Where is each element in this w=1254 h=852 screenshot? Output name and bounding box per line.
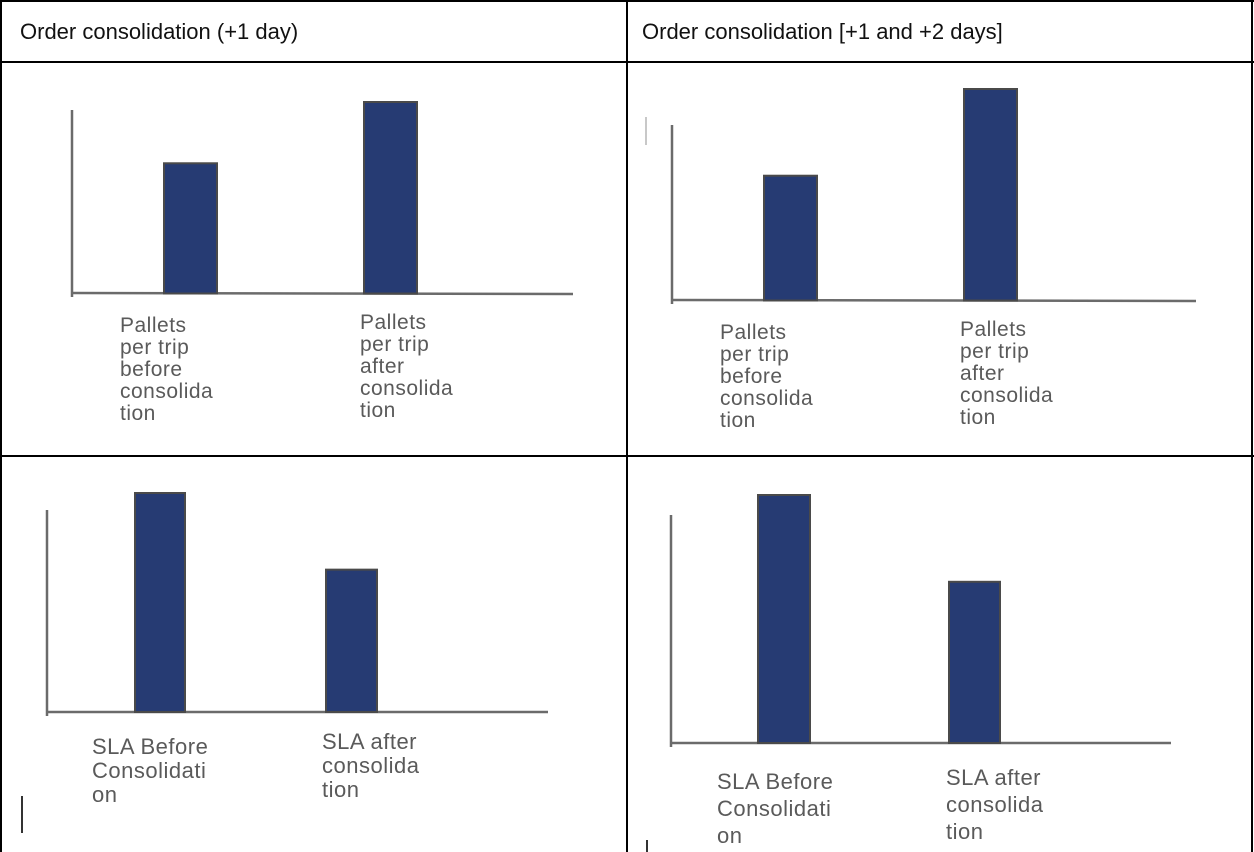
chart-4-category-label-2: SLA after consolida tion [946, 765, 1044, 844]
chart-2-category-label-2-line-3: after [960, 362, 1005, 385]
chart-2-category-label-1-line-5: tion [720, 409, 756, 432]
chart-4-category-label-1-line-1: SLA Before [717, 769, 833, 794]
chart-2-category-label-2: Pallets per trip after consolida tion [960, 318, 1053, 429]
chart-3-category-label-2: SLA after consolida tion [322, 729, 420, 802]
chart-3-category-label-1-line-3: on [92, 782, 117, 807]
chart-2-bar-1 [763, 174, 818, 302]
chart-1-category-label-1-line-2: per trip [120, 336, 189, 359]
table-column-divider [626, 0, 628, 852]
chart-2-x-axis [671, 298, 1197, 303]
chart-3-category-label-2-line-2: consolida [322, 753, 420, 778]
chart-3-bar-1 [134, 492, 186, 713]
chart-4-bar-2 [948, 580, 1001, 744]
chart-2-category-label-1-line-4: consolida [720, 387, 813, 410]
chart-1-category-label-1-line-1: Pallets [120, 314, 187, 337]
chart-2-category-label-1-line-3: before [720, 365, 783, 388]
chart-3-category-label-1: SLA Before Consolidati on [92, 734, 208, 807]
table-row-divider [0, 455, 1254, 457]
chart-4-category-label-2-line-1: SLA after [946, 765, 1041, 790]
chart-1-category-label-2: Pallets per trip after consolida tion [360, 311, 453, 422]
chart-1-category-label-2-line-4: consolida [360, 377, 453, 400]
header-right: Order consolidation [+1 and +2 days] [642, 19, 1003, 44]
chart-4-category-label-2-line-2: consolida [946, 792, 1044, 817]
chart-3-category-label-2-line-3: tion [322, 777, 359, 802]
chart-4-category-label-1-line-2: Consolidati [717, 796, 831, 821]
chart-2-category-label-2-line-2: per trip [960, 340, 1029, 363]
chart-2-category-label-1-line-2: per trip [720, 343, 789, 366]
chart-1-category-label-2-line-5: tion [360, 399, 396, 422]
chart-1-category-label-1-line-3: before [120, 358, 183, 381]
table-border-right [1251, 0, 1253, 852]
chart-3-category-label-1-line-1: SLA Before [92, 734, 208, 759]
chart-4-category-label-1: SLA Before Consolidati on [717, 769, 833, 848]
table-border-left [0, 0, 2, 852]
chart-3-bar-2 [325, 568, 378, 714]
chart-1-bar-1 [163, 162, 218, 295]
chart-1-bar-2 [363, 101, 418, 295]
chart-1-category-label-2-line-2: per trip [360, 333, 429, 356]
chart-1-category-label-1: Pallets per trip before consolida tion [120, 314, 213, 425]
chart-2-category-label-1-line-1: Pallets [720, 321, 787, 344]
header-left: Order consolidation (+1 day) [20, 19, 299, 44]
chart-4-bar-1 [757, 494, 811, 744]
chart-2-category-label-2-line-1: Pallets [960, 318, 1027, 341]
chart-3-category-label-2-line-1: SLA after [322, 729, 417, 754]
chart-1-x-axis [71, 291, 574, 296]
chart-1-category-label-1-line-4: consolida [120, 380, 213, 403]
chart-4-category-label-2-line-3: tion [946, 819, 983, 844]
chart-2-category-label-2-line-4: consolida [960, 384, 1053, 407]
chart-1-category-label-2-line-1: Pallets [360, 311, 427, 334]
chart-1-category-label-2-line-3: after [360, 355, 405, 378]
chart-2-bar-2 [963, 88, 1018, 302]
table-header-divider [0, 61, 1254, 63]
chart-2-category-label-1: Pallets per trip before consolida tion [720, 321, 813, 432]
chart-4-category-label-1-line-3: on [717, 823, 742, 848]
chart-2-category-label-2-line-5: tion [960, 406, 996, 429]
chart-3-category-label-1-line-2: Consolidati [92, 758, 206, 783]
chart-1-category-label-1-line-5: tion [120, 402, 156, 425]
